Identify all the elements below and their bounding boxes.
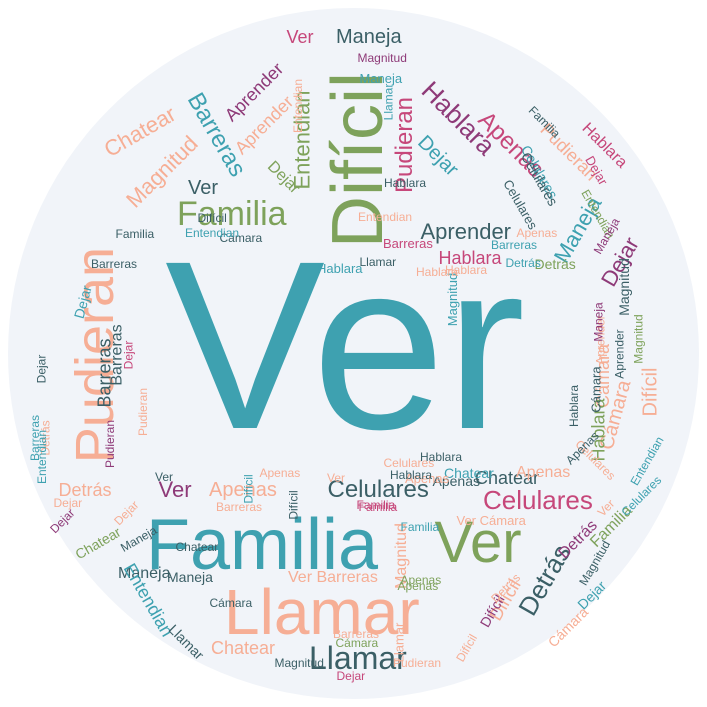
word-magnitud: Magnitud [357, 51, 407, 65]
word-dejar: Dejar [46, 505, 77, 537]
word-difícil: Difícil [286, 490, 301, 520]
word-entendian: Entendian [35, 429, 50, 485]
word-pudieran: Pudieran [136, 387, 151, 437]
word-apenas: Apenas [405, 470, 450, 486]
word-ver: Ver [155, 470, 174, 484]
word-cámara: Cámara [219, 231, 263, 245]
word-barreras: Barreras [91, 257, 138, 271]
word-familia: Familia [115, 227, 155, 241]
word-manej-: Manejа [118, 565, 171, 582]
word-ver: Ver [158, 477, 192, 502]
word-dejar: Dejar [336, 669, 366, 683]
word-celulares: Celulares [383, 456, 435, 470]
word-llamar: Llamar [309, 640, 407, 676]
word-cámara: Cámara [335, 636, 379, 650]
word-apenas: Apenas [516, 464, 571, 481]
word-chatear: Chatear [444, 465, 494, 481]
word-chatear: Chatear [211, 638, 276, 658]
word-chatear: Chatear [175, 540, 219, 554]
word-hablara: Hablara [438, 248, 502, 268]
word-chatear: Chatear [475, 468, 540, 488]
word-familia: Familia [356, 498, 396, 512]
word-celulares: Celulares [327, 476, 429, 503]
word-apenas: Apenas [400, 573, 442, 587]
word-barreras: Barreras [216, 500, 263, 514]
word-apenas: Apenas [209, 479, 277, 501]
word-familia: Familia [177, 195, 287, 233]
word-apenas: Apenas [516, 226, 558, 240]
word-maneja: Maneja [591, 302, 606, 342]
word-magnitud: Magnitud [615, 258, 632, 316]
word-ver: Ver [434, 510, 522, 575]
word-maneja: Maneja [336, 26, 402, 48]
word-hablara: Hablara [420, 450, 463, 464]
word-cámara: Cámara [209, 596, 253, 610]
word-aprender: Aprender [420, 219, 512, 244]
word-hablara: Hablara [567, 384, 582, 428]
word-pudieran: Pudieran [103, 419, 118, 469]
word-hablara: Hablara [416, 265, 459, 279]
word-hablara: Hablara [445, 263, 488, 277]
word-entendian: Entendian [358, 210, 413, 224]
word-hablara: Hablara [390, 468, 433, 482]
word-dejar: Dejar [413, 131, 463, 181]
word-difícil: Difícil [197, 211, 227, 225]
word-llamar: Llamar [380, 83, 395, 121]
word-dejar: Dejar [33, 354, 48, 384]
word-detrás: Detrás [58, 480, 112, 500]
word-ver: Ver [188, 177, 219, 199]
word-detrás: Detrás [505, 256, 541, 270]
word-cámara: Cámara [588, 365, 604, 413]
word-dejar: Dejar [120, 340, 135, 370]
word-ver-barreras: Ver Barreras [288, 569, 378, 586]
word-pudieran: Pudieran [393, 656, 442, 670]
word-entendian: Entendian [291, 78, 306, 134]
word-barreras: Barreras [491, 238, 538, 252]
word-cloud-disc [8, 8, 699, 699]
word-llamar: Llamar [391, 622, 407, 662]
word-llamar: Llamar [224, 576, 420, 648]
word-barreras: Barreras [383, 235, 433, 251]
word-magnitud: Magnitud [631, 314, 646, 364]
word-ver: Ver [165, 211, 526, 479]
word-detrás: Detrás [534, 256, 576, 272]
word-barreras: Barreras [333, 627, 380, 641]
word-ver: Ver [286, 27, 314, 47]
word-cámara: Cámara [544, 603, 592, 651]
word-magnitud: Magnitud [274, 656, 324, 670]
word-hablara: Hablara [317, 260, 363, 276]
word-llamar: Llamar [165, 621, 207, 663]
word-entendian: Entendian [185, 226, 240, 240]
word-difícil: Difícil [452, 631, 480, 665]
word-llamar: Llamar [359, 255, 397, 269]
word-maneja: Maneja [359, 70, 403, 86]
word-ver: Ver [327, 471, 346, 485]
word-aprender: Aprender [612, 329, 627, 379]
word-apenas: Apenas [397, 579, 439, 593]
word-difícil: Difícil [638, 367, 661, 417]
word-familia: Familia [400, 520, 440, 534]
word-dejar: Dejar [110, 497, 141, 529]
word-familia: Familia [358, 500, 398, 514]
word-celulares: Celulares [483, 485, 593, 515]
word-dejar: Dejar [53, 496, 83, 510]
word-apenas: Apenas [259, 466, 301, 480]
word-chatear: Chatear [72, 523, 124, 563]
word-maneja: Maneja [167, 569, 213, 585]
word-hablara: Hablara [384, 176, 427, 190]
word-apenas: Apenas [432, 473, 480, 489]
word-ver-cámara: Ver Cámara [456, 512, 526, 528]
word-familia: Familia [146, 505, 379, 585]
word-magnitud: Magnitud [444, 272, 460, 326]
